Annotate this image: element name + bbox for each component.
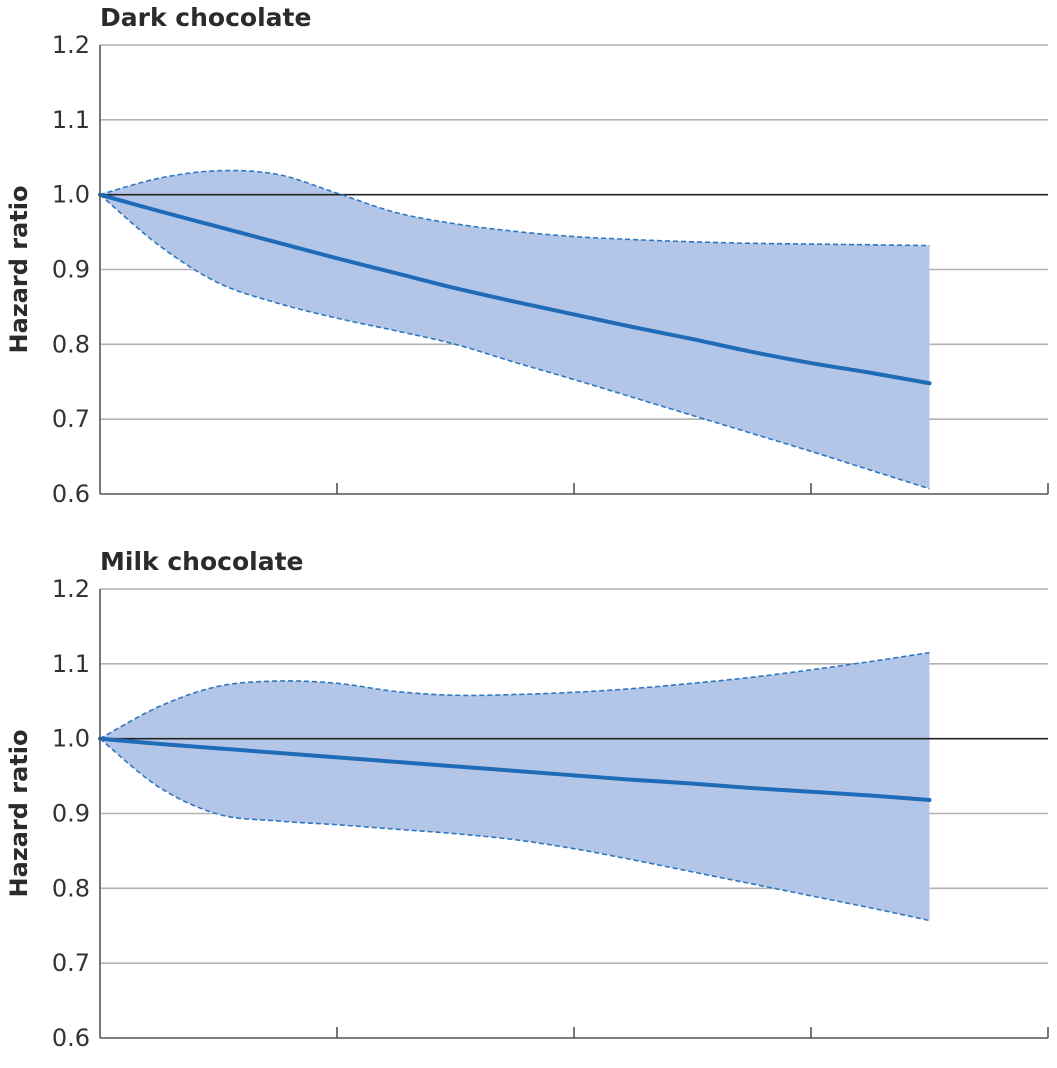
y-tick-label: 0.7 bbox=[52, 949, 90, 977]
y-tick-label: 0.8 bbox=[52, 874, 90, 902]
y-tick-label: 0.9 bbox=[52, 800, 90, 828]
panel-dark-chocolate: Dark chocolate Hazard ratio 0.6 0.7 0.8 0.9 1.… bbox=[5, 3, 1049, 508]
panel-milk-chocolate: Milk chocolate Hazard ratio 0.6 0.7 0.8 0.9 1.… bbox=[5, 547, 1049, 1052]
y-axis-label: Hazard ratio bbox=[5, 729, 33, 897]
panel-title: Dark chocolate bbox=[100, 3, 311, 32]
y-tick-label: 0.6 bbox=[52, 1024, 90, 1052]
confidence-band bbox=[100, 170, 930, 489]
y-tick-label: 1.0 bbox=[52, 725, 90, 753]
upper-ci-line bbox=[99, 169, 930, 247]
lower-ci-line bbox=[99, 194, 930, 490]
y-tick-label: 0.6 bbox=[52, 480, 90, 508]
y-tick-label: 0.8 bbox=[52, 330, 90, 358]
panel-title: Milk chocolate bbox=[100, 547, 303, 576]
y-tick-label: 1.1 bbox=[52, 650, 90, 678]
y-tick-label: 1.0 bbox=[52, 181, 90, 209]
y-axis-label: Hazard ratio bbox=[5, 185, 33, 353]
y-tick-label: 1.2 bbox=[52, 575, 90, 603]
y-tick-label: 1.2 bbox=[52, 31, 90, 59]
lower-ci-line bbox=[99, 738, 930, 922]
confidence-band bbox=[100, 652, 930, 921]
estimate-line bbox=[98, 736, 932, 803]
y-tick-label: 1.1 bbox=[52, 106, 90, 134]
upper-ci-line bbox=[99, 651, 930, 740]
y-tick-label: 0.9 bbox=[52, 256, 90, 284]
y-tick-label: 0.7 bbox=[52, 405, 90, 433]
estimate-line bbox=[98, 192, 932, 386]
